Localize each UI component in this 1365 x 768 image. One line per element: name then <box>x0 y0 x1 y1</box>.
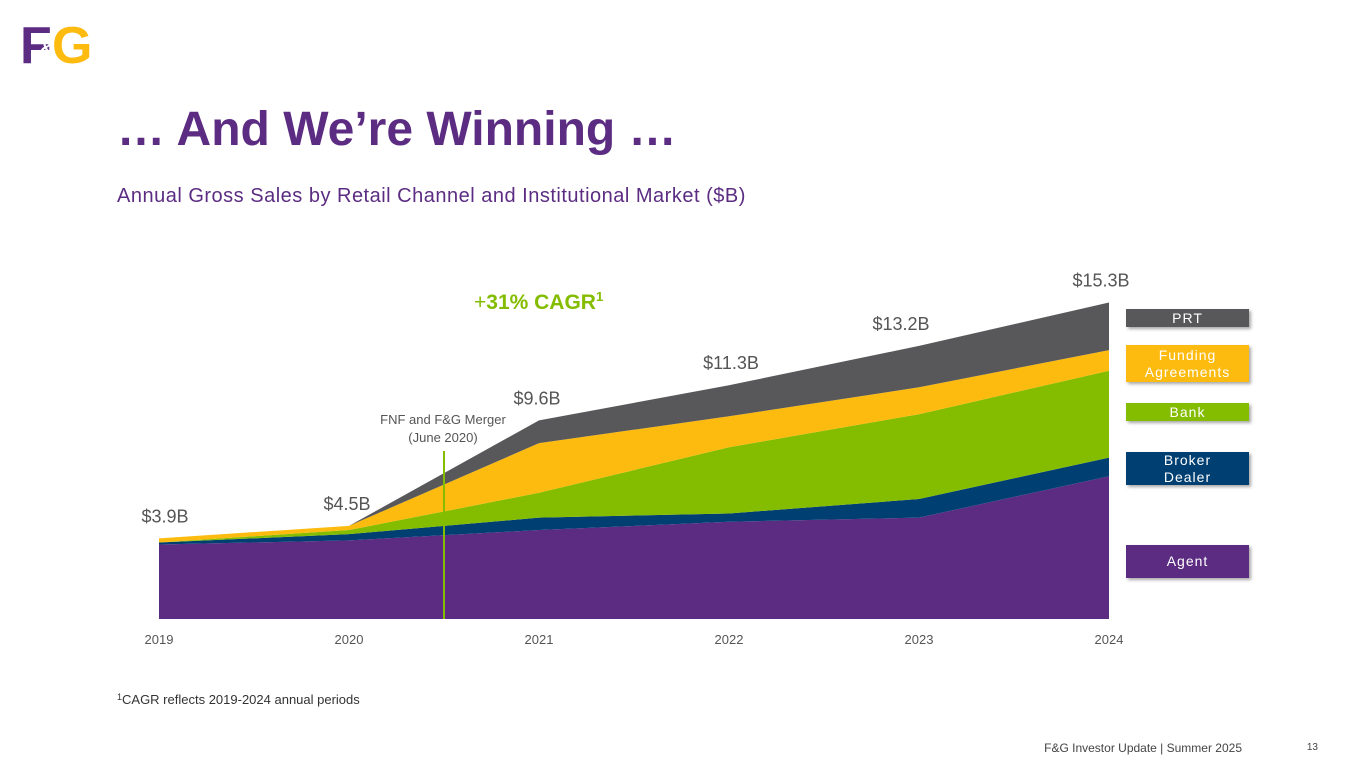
logo-g: G <box>52 17 92 75</box>
annotation-text: FNF and F&G Merger <box>380 412 506 427</box>
x-tick-label: 2022 <box>715 632 744 647</box>
area <box>159 350 1109 543</box>
legend-item: Funding Agreements <box>1126 345 1249 382</box>
x-tick-label: 2020 <box>335 632 364 647</box>
total-label: $3.9B <box>141 506 188 526</box>
area <box>159 370 1109 543</box>
subtitle: Annual Gross Sales by Retail Channel and… <box>117 185 746 207</box>
cagr-text: 31% CAGR <box>486 291 596 314</box>
x-tick-label: 2021 <box>525 632 554 647</box>
x-tick-label: 2024 <box>1095 632 1124 647</box>
total-label: $13.2B <box>872 314 929 334</box>
legend-item: Agent <box>1126 545 1249 578</box>
footer-text: F&G Investor Update | Summer 2025 <box>1044 741 1242 755</box>
area <box>159 457 1109 545</box>
footnote: 1CAGR reflects 2019-2024 annual periods <box>117 692 360 707</box>
logo: F G & <box>20 17 92 75</box>
cagr-prefix: + <box>474 291 486 314</box>
total-label: $11.3B <box>703 353 759 373</box>
total-label: $4.5B <box>323 494 370 514</box>
legend-item: Bank <box>1126 403 1249 421</box>
title: … And We’re Winning … <box>117 103 677 156</box>
total-label: $9.6B <box>513 388 560 408</box>
logo-f: F <box>20 17 52 75</box>
total-label: $15.3B <box>1072 270 1129 290</box>
legend-item: PRT <box>1126 309 1249 327</box>
footnote-sup: 1 <box>117 692 122 702</box>
x-tick-label: 2023 <box>905 632 934 647</box>
area <box>159 302 1109 539</box>
x-tick-label: 2019 <box>145 632 174 647</box>
logo-amp: & <box>40 38 54 60</box>
annotation-subtext: (June 2020) <box>408 430 477 445</box>
legend-item: Broker Dealer <box>1126 452 1249 485</box>
cagr-sup: 1 <box>596 289 603 304</box>
footnote-text: CAGR reflects 2019-2024 annual periods <box>122 692 360 707</box>
page-number: 13 <box>1307 742 1319 753</box>
cagr: +31% CAGR1 <box>474 289 603 314</box>
area <box>159 476 1109 619</box>
